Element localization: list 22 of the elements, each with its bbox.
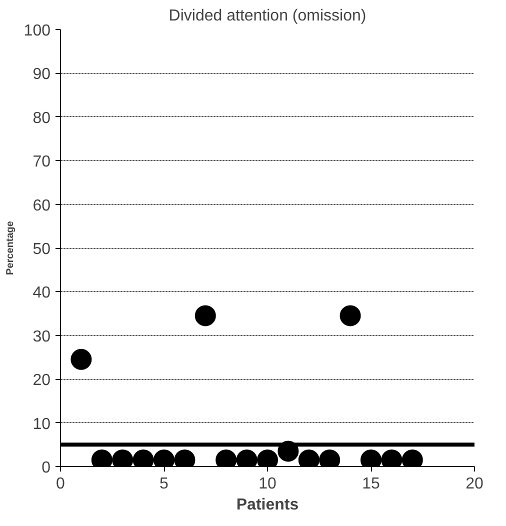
y-tick-label: 40 [32,284,51,302]
point [194,305,216,326]
y-tick-label: 0 [42,460,51,476]
y-tick-label: 70 [32,154,51,171]
y-tick-label: 60 [32,197,51,214]
point [70,348,92,370]
y-axis-title: Percentage [4,220,16,275]
x-tick-label: 10 [258,476,276,492]
x-tick-label: 20 [466,476,484,492]
y-tick-label: 90 [32,66,51,84]
y-tick-label: 50 [32,241,51,258]
y-tick-label: 80 [32,110,51,127]
y-tick-label: 10 [32,416,51,433]
y-tick-label: 30 [32,328,51,346]
y-tick-label: 100 [24,22,51,40]
point [340,305,361,326]
x-tick-label: 15 [362,476,380,492]
x-tick-label: 5 [160,476,169,492]
x-tick-label: 0 [56,476,66,492]
y-tick-label: 20 [32,372,51,390]
chart-title: Divided attention (omission) [168,8,366,24]
x-axis-title: Patients [236,496,299,514]
